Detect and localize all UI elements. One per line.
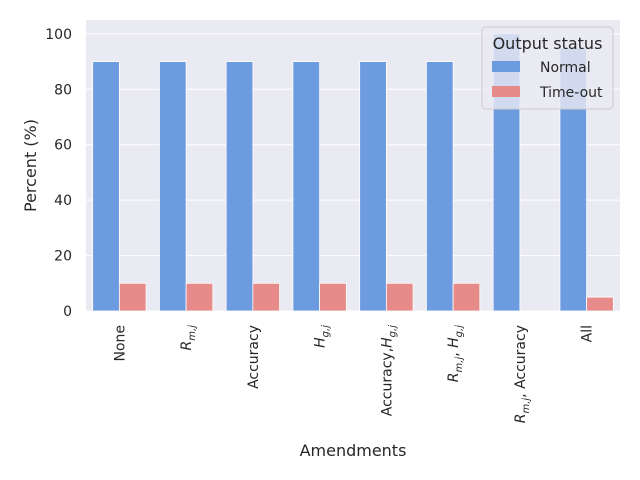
- bar-normal: [359, 61, 387, 312]
- legend-title: Output status: [493, 34, 603, 53]
- x-tick-label: Rm,j​, Hg,j​: [446, 325, 465, 382]
- bar-normal: [92, 61, 120, 312]
- bar-normal: [225, 61, 254, 312]
- x-axis-ticks: None Rm,j​ Accuracy Hg,j​ Accuracy,Hg,j​ Rm,j…: [112, 325, 595, 423]
- y-tick-label: 80: [54, 82, 72, 98]
- legend-swatch: [492, 61, 520, 72]
- x-tick-label: Accuracy: [246, 325, 262, 389]
- bar-time-out: [252, 282, 280, 312]
- y-tick-label: 100: [45, 27, 72, 43]
- x-tick-label: Accuracy,Hg,j​: [379, 325, 398, 416]
- bar-time-out: [452, 282, 481, 312]
- y-tick-label: 20: [54, 249, 72, 265]
- x-tick-label: All: [580, 325, 596, 342]
- y-axis-title: Percent (%): [21, 119, 40, 212]
- y-tick-label: 40: [54, 193, 72, 209]
- bar-time-out: [118, 282, 147, 312]
- legend-swatch: [492, 86, 520, 97]
- legend-label: Time-out: [539, 85, 603, 101]
- x-tick-label: Rm,j​, Accuracy: [513, 325, 532, 423]
- bar-time-out: [586, 296, 614, 312]
- y-axis-ticks: 0 20 40 60 80 100: [45, 27, 72, 320]
- bar-time-out: [319, 282, 347, 312]
- legend: Output status Normal Time-out: [481, 26, 614, 110]
- x-tick-label: None: [112, 325, 128, 362]
- bar-time-out: [185, 282, 214, 312]
- x-tick-label: Hg,j​: [313, 325, 332, 348]
- legend-label: Normal: [540, 60, 591, 76]
- bar-normal: [292, 61, 321, 312]
- bar-normal: [159, 61, 187, 312]
- x-tick-label: Rm,j​: [179, 325, 198, 351]
- x-axis-title: Amendments: [300, 441, 407, 460]
- bar-normal: [426, 61, 454, 312]
- bar-time-out: [385, 282, 414, 312]
- y-tick-label: 60: [54, 138, 72, 154]
- y-tick-label: 0: [63, 304, 72, 320]
